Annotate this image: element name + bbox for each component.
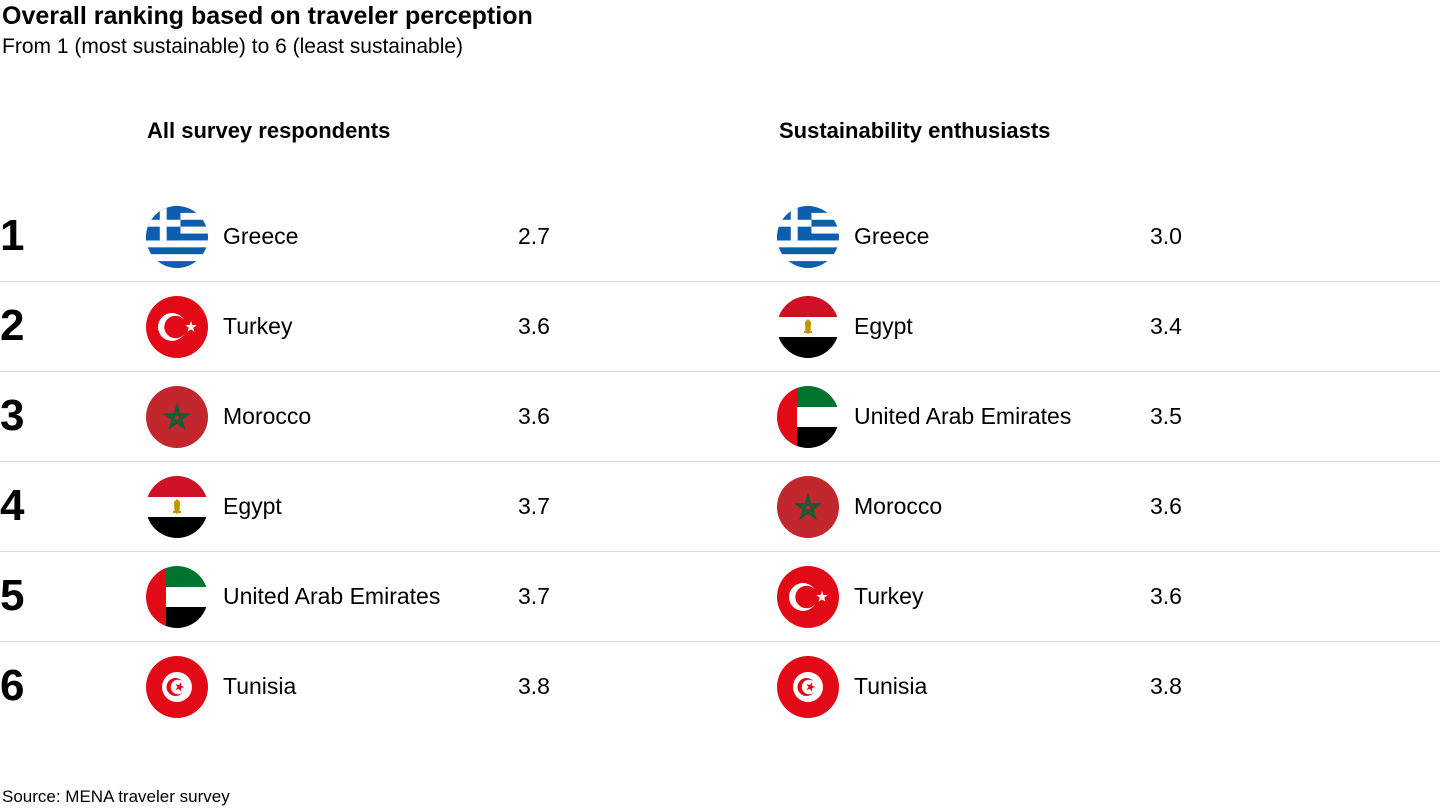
score-value: 3.8 xyxy=(518,673,550,699)
column-header-all-respondents: All survey respondents xyxy=(147,118,391,143)
tunisia-flag-icon xyxy=(777,656,839,718)
score-value: 3.6 xyxy=(518,313,550,339)
score-value: 3.6 xyxy=(1150,493,1182,519)
turkey-flag-icon xyxy=(146,296,208,358)
country-name: Morocco xyxy=(223,403,312,429)
uae-flag-icon xyxy=(777,386,839,448)
country-name: Turkey xyxy=(854,583,924,609)
source-note: Source: MENA traveler survey xyxy=(2,787,230,806)
country-name: Tunisia xyxy=(854,673,928,699)
score-value: 2.7 xyxy=(518,223,550,249)
country-name: Morocco xyxy=(854,493,943,519)
score-value: 3.4 xyxy=(1150,313,1182,339)
egypt-flag-icon xyxy=(777,296,839,358)
rank-number: 3 xyxy=(0,391,25,440)
chart-subtitle: From 1 (most sustainable) to 6 (least su… xyxy=(2,35,464,58)
uae-flag-icon xyxy=(146,566,208,628)
rank-number: 4 xyxy=(0,481,25,530)
table-row: 4 Egypt 3.7 Morocco 3.6 xyxy=(0,462,1440,552)
score-value: 3.6 xyxy=(518,403,550,429)
country-name: Egypt xyxy=(223,493,282,519)
country-name: Turkey xyxy=(223,313,293,339)
ranking-table: 1 Greece 2.7 Greece 3.0 2 Turkey 3.6 Egypt 3.4 3 Mo… xyxy=(0,192,1440,732)
greece-flag-icon xyxy=(777,206,839,268)
table-row: 5 United Arab Emirates 3.7 Turkey 3.6 xyxy=(0,552,1440,642)
score-value: 3.0 xyxy=(1150,223,1182,249)
egypt-flag-icon xyxy=(146,476,208,538)
country-name: Greece xyxy=(223,223,299,249)
rank-number: 6 xyxy=(0,661,25,710)
table-row: 1 Greece 2.7 Greece 3.0 xyxy=(0,192,1440,282)
morocco-flag-icon xyxy=(146,386,208,448)
column-header-sustainability-enthusiasts: Sustainability enthusiasts xyxy=(779,118,1051,143)
country-name: Egypt xyxy=(854,313,913,339)
rank-number: 2 xyxy=(0,301,25,350)
table-row: 6 Tunisia 3.8 Tunisia 3.8 xyxy=(0,642,1440,732)
score-value: 3.6 xyxy=(1150,583,1182,609)
score-value: 3.5 xyxy=(1150,403,1182,429)
country-name: United Arab Emirates xyxy=(854,403,1072,429)
rank-number: 1 xyxy=(0,211,25,260)
score-value: 3.7 xyxy=(518,493,550,519)
score-value: 3.7 xyxy=(518,583,550,609)
chart-title: Overall ranking based on traveler percep… xyxy=(2,2,533,30)
country-name: Greece xyxy=(854,223,930,249)
country-name: United Arab Emirates xyxy=(223,583,441,609)
tunisia-flag-icon xyxy=(146,656,208,718)
morocco-flag-icon xyxy=(777,476,839,538)
table-row: 2 Turkey 3.6 Egypt 3.4 xyxy=(0,282,1440,372)
score-value: 3.8 xyxy=(1150,673,1182,699)
table-row: 3 Morocco 3.6 United Arab Emirates 3.5 xyxy=(0,372,1440,462)
greece-flag-icon xyxy=(146,206,208,268)
rank-number: 5 xyxy=(0,571,25,620)
country-name: Tunisia xyxy=(223,673,297,699)
turkey-flag-icon xyxy=(777,566,839,628)
